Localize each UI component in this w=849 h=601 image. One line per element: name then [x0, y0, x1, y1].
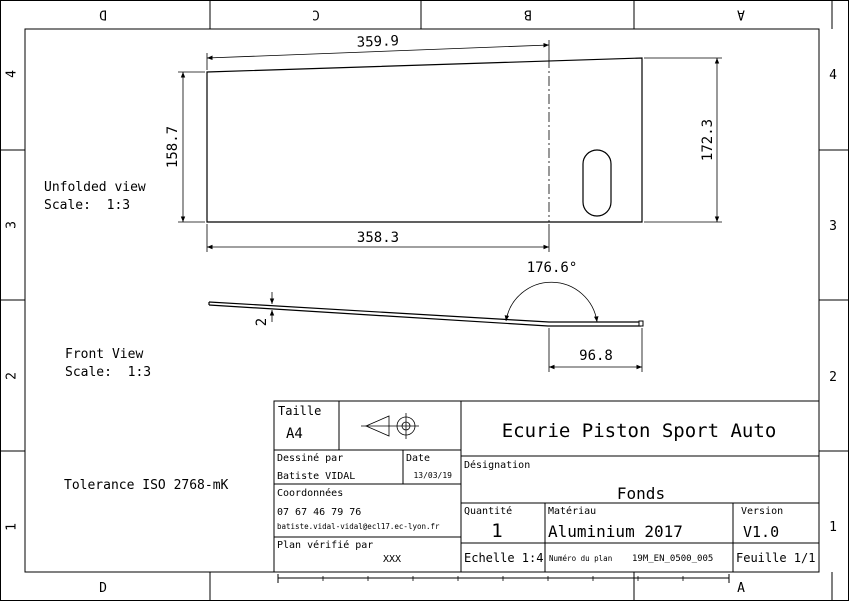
zone-letter-top: A [737, 7, 745, 22]
size-value: A4 [286, 426, 303, 442]
version-label: Version [741, 506, 783, 517]
plan-number-label: Numéro du plan [549, 554, 612, 563]
unfolded-view-dimensions [178, 40, 722, 252]
dimension-top-length: 359.9 [356, 33, 399, 51]
zone-letter-top: B [524, 7, 532, 22]
material-label: Matériau [548, 505, 596, 517]
title-block [273, 400, 820, 583]
phone-number: 07 67 46 79 76 [277, 507, 361, 518]
checked-by-label: Plan vérifié par [277, 539, 373, 551]
date-label: Date [406, 453, 430, 464]
designation-label: Désignation [464, 459, 530, 471]
zone-number-left: 4 [5, 70, 20, 78]
front-view-scale: Scale: 1:3 [65, 365, 151, 380]
designation-value: Fonds [617, 484, 665, 503]
front-view-title: Front View [65, 347, 143, 362]
front-view-dimensions [269, 281, 643, 372]
plan-number-value: 19M_EN_0500_005 [632, 554, 713, 564]
dimension-bend-angle: 176.6° [527, 260, 578, 276]
dimension-bottom-length: 358.3 [357, 230, 399, 246]
email-address: batiste.vidal-vidal@ecl17.ec-lyon.fr [277, 522, 440, 531]
dimension-left-height: 158.7 [165, 126, 181, 168]
quantity-label: Quantité [464, 505, 512, 517]
company-name: Ecurie Piston Sport Auto [502, 420, 777, 442]
material-value: Aluminium 2017 [548, 522, 683, 541]
zone-number-right: 2 [829, 370, 837, 385]
zone-letter-top: C [312, 7, 320, 22]
zone-number-left: 1 [5, 523, 20, 531]
dimension-right-height: 172.3 [700, 119, 716, 161]
zone-letter-bottom: A [737, 581, 745, 596]
tolerance-note: Tolerance ISO 2768-mK [64, 478, 229, 493]
size-label: Taille [278, 404, 321, 418]
quantity-value: 1 [491, 520, 502, 542]
front-view-part [208, 301, 644, 327]
zone-number-left: 3 [5, 221, 20, 229]
checked-by-value: XXX [383, 554, 401, 565]
drawn-by-label: Dessiné par [277, 452, 343, 464]
version-value: V1.0 [743, 523, 779, 541]
slot-hole [582, 149, 612, 217]
date-value: 13/03/19 [413, 471, 452, 480]
dimension-thickness: 2 [254, 318, 270, 326]
zone-number-right: 4 [829, 68, 837, 83]
zone-letter-bottom: D [99, 581, 107, 596]
coordinates-label: Coordonnées [277, 487, 343, 499]
sheet-number: Feuille 1/1 [736, 551, 815, 565]
unfolded-view-scale: Scale: 1:3 [44, 198, 130, 213]
projection-symbol-icon [361, 413, 419, 439]
zone-number-right: 3 [829, 219, 837, 234]
zone-letter-top: D [99, 7, 107, 22]
zone-number-right: 1 [829, 520, 837, 535]
drawn-by-value: Batiste VIDAL [277, 471, 355, 482]
scale-value: Echelle 1:4 [464, 551, 543, 565]
dimension-flange-length: 96.8 [579, 348, 613, 364]
unfolded-view-part [206, 57, 643, 223]
unfolded-view-title: Unfolded view [44, 180, 146, 195]
zone-number-left: 2 [5, 372, 20, 380]
